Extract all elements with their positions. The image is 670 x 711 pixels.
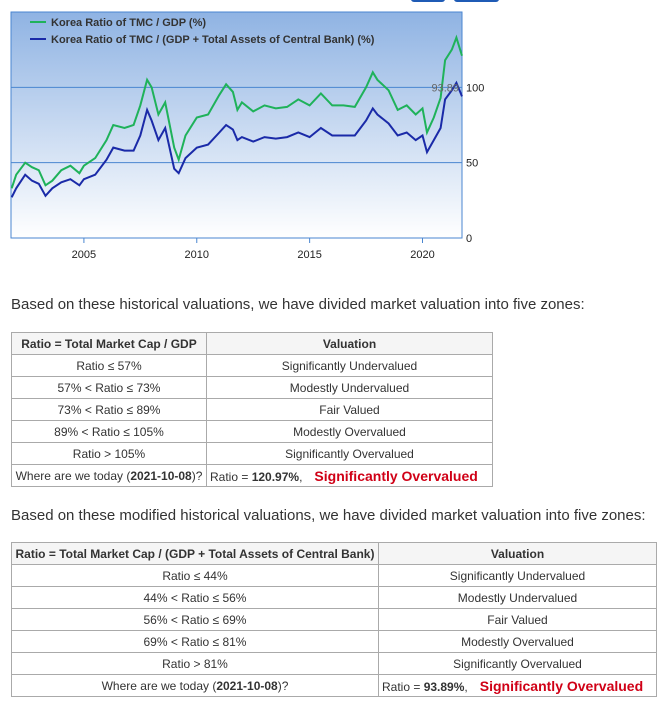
today-value: Ratio = 93.89%, Significantly Overvalued	[378, 674, 657, 697]
valuation-cell: Modestly Overvalued	[378, 630, 657, 653]
valuation-cell: Significantly Overvalued	[378, 652, 657, 675]
table-row: Ratio ≤ 44% Significantly Undervalued	[11, 564, 657, 587]
x-tick-label: 2020	[410, 249, 434, 261]
valuation-cell: Significantly Undervalued	[206, 354, 493, 377]
y-tick-label: 0	[466, 233, 472, 245]
valuation-cell: Fair Valued	[378, 608, 657, 631]
y-tick-label: 50	[466, 158, 478, 170]
ratio-cell: 69% < Ratio ≤ 81%	[11, 630, 379, 653]
today-label: Where are we today (2021-10-08)?	[11, 674, 379, 697]
top-button-2[interactable]	[454, 0, 499, 2]
today-value: Ratio = 120.97%, Significantly Overvalued	[206, 464, 493, 487]
table-row: Ratio > 105% Significantly Overvalued	[11, 442, 493, 465]
series-line	[10, 34, 463, 189]
ratio-cell: 57% < Ratio ≤ 73%	[11, 376, 207, 399]
table-row: 57% < Ratio ≤ 73% Modestly Undervalued	[11, 376, 493, 399]
valuation-cell: Significantly Overvalued	[206, 442, 493, 465]
ratio-cell: 89% < Ratio ≤ 105%	[11, 420, 207, 443]
valuation-cell: Modestly Overvalued	[206, 420, 493, 443]
x-tick-label: 2010	[185, 249, 209, 261]
today-label: Where are we today (2021-10-08)?	[11, 464, 207, 487]
valuation-table-2: Ratio = Total Market Cap / (GDP + Total …	[11, 542, 657, 697]
ratio-cell: 73% < Ratio ≤ 89%	[11, 398, 207, 421]
valuation-cell: Fair Valued	[206, 398, 493, 421]
series-line	[10, 80, 463, 198]
valuation-cell: Modestly Undervalued	[378, 586, 657, 609]
ratio-cell: Ratio ≤ 44%	[11, 564, 379, 587]
table-row: 69% < Ratio ≤ 81% Modestly Overvalued	[11, 630, 657, 653]
intro-text-2: Based on these modified historical valua…	[11, 507, 646, 524]
legend-label: Korea Ratio of TMC / GDP (%)	[51, 17, 206, 29]
ratio-cell: Ratio ≤ 57%	[11, 354, 207, 377]
valuation-cell: Significantly Undervalued	[378, 564, 657, 587]
top-button-1[interactable]	[411, 0, 445, 2]
ratio-cell: 44% < Ratio ≤ 56%	[11, 586, 379, 609]
today-verdict: Significantly Overvalued	[479, 677, 644, 694]
today-row: Where are we today (2021-10-08)? Ratio =…	[11, 674, 657, 697]
intro-text-1: Based on these historical valuations, we…	[11, 296, 585, 313]
x-tick-label: 2015	[297, 249, 321, 261]
table-row: 89% < Ratio ≤ 105% Modestly Overvalued	[11, 420, 493, 443]
col-header-ratio: Ratio = Total Market Cap / GDP	[11, 332, 207, 355]
col-header-ratio: Ratio = Total Market Cap / (GDP + Total …	[11, 542, 379, 565]
valuation-table-1: Ratio = Total Market Cap / GDP Valuation …	[11, 332, 493, 487]
ratio-cell: Ratio > 105%	[11, 442, 207, 465]
today-verdict: Significantly Overvalued	[314, 467, 478, 484]
table-row: 73% < Ratio ≤ 89% Fair Valued	[11, 398, 493, 421]
valuation-cell: Modestly Undervalued	[206, 376, 493, 399]
ratio-cell: Ratio > 81%	[11, 652, 379, 675]
last-value-label: 93.89	[431, 82, 459, 94]
today-row: Where are we today (2021-10-08)? Ratio =…	[11, 464, 493, 487]
table-row: Ratio ≤ 57% Significantly Undervalued	[11, 354, 493, 377]
ratio-cell: 56% < Ratio ≤ 69%	[11, 608, 379, 631]
table-row: Ratio > 81% Significantly Overvalued	[11, 652, 657, 675]
table-row: 44% < Ratio ≤ 56% Modestly Undervalued	[11, 586, 657, 609]
col-header-valuation: Valuation	[378, 542, 657, 565]
legend-label: Korea Ratio of TMC / (GDP + Total Assets…	[51, 34, 375, 46]
y-tick-label: 100	[466, 82, 484, 94]
table-row: 56% < Ratio ≤ 69% Fair Valued	[11, 608, 657, 631]
col-header-valuation: Valuation	[206, 332, 493, 355]
plot-area	[10, 11, 463, 239]
x-tick-label: 2005	[72, 249, 96, 261]
